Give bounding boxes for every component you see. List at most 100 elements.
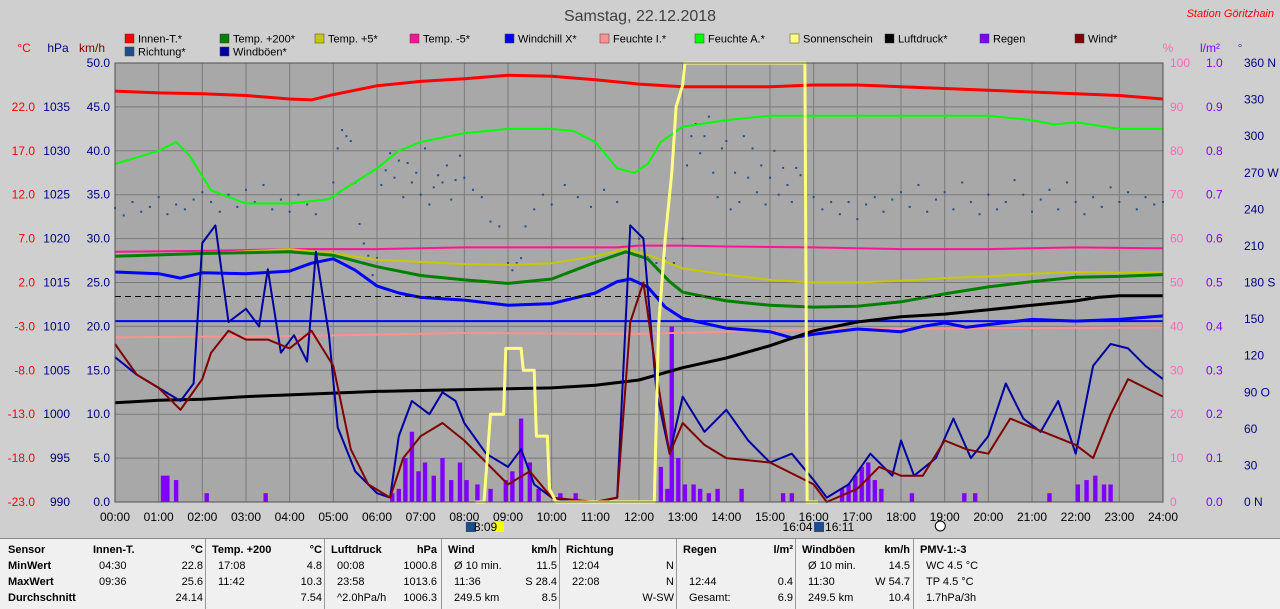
direction-point [873,196,876,199]
direction-point [541,193,544,196]
tick-hpa: 1035 [43,100,70,114]
tick-rain: 0.8 [1206,144,1223,158]
tick-rain: 0.7 [1206,188,1223,202]
direction-point [882,210,885,213]
tick-percent: 0 [1170,495,1177,509]
stats-cell-time: Ø 10 min. [454,560,502,572]
direction-point [891,198,894,201]
rain-bar [691,484,696,502]
tick-celsius: 2.0 [18,276,35,290]
direction-point [847,201,850,204]
x-tick-label: 05:00 [318,510,348,524]
stats-cell-value: 10.4 [888,592,910,604]
x-tick-label: 11:00 [581,510,610,524]
rain-bar [780,493,786,502]
tick-kmh: 35.0 [87,188,111,202]
sunset-icon [814,522,825,532]
stats-header-6: Windböen [802,544,856,556]
legend-label: Innen-T.* [138,34,183,46]
direction-point [1109,186,1112,189]
stats-unit-1: °C [309,544,322,556]
rain-bar [676,458,681,502]
rain-bar [160,475,170,502]
stats-cell-value: 0.4 [777,576,793,588]
tick-rain: 0.3 [1206,363,1223,377]
direction-point [345,135,348,138]
series-line-innen-t [114,73,1164,102]
direction-point [148,205,151,208]
series-line-temp-5 [114,244,1164,253]
direction-point [1153,203,1156,206]
direction-point [397,159,400,162]
tick-hpa: 1015 [43,276,70,290]
tick-celsius: -3.0 [14,319,35,333]
tick-hpa: 1030 [43,144,70,158]
legend-swatch [504,33,515,44]
direction-point [799,174,802,177]
direction-point [511,269,514,272]
stats-header-0: Innen-T. [93,544,135,556]
rain-bar [573,493,578,502]
tick-hpa: 1010 [43,319,70,333]
direction-point [908,205,911,208]
direction-point [576,196,579,199]
direction-point [1057,208,1060,211]
legend-swatch [979,33,990,44]
tick-direction: 30 [1244,458,1258,472]
unit-celsius-header: °C [17,41,31,55]
x-tick-label: 01:00 [144,510,174,524]
tick-celsius: -18.0 [8,451,36,465]
direction-point [812,196,815,199]
rain-bar [536,488,541,502]
direction-point [515,261,518,264]
direction-point [795,166,798,169]
tick-percent: 40 [1170,319,1184,333]
direction-point [1013,179,1016,182]
direction-point [376,257,378,260]
rain-bar [475,484,480,502]
rain-bar [872,480,877,502]
stats-separator [205,539,206,609]
legend: Innen-T.*Richtung* Temp. +200*Windböen* Te… [124,33,1118,59]
sunrise-icon [465,522,476,532]
direction-point [507,261,509,264]
rain-bar [1093,475,1098,502]
axes: 22.0 17.0 12.0 7.0 2.0 -3.0 -8.0 -13.0 -18.0 -23.… [8,56,1280,534]
tick-kmh: 45.0 [87,100,111,114]
legend-label: Sonnenschein [803,34,873,46]
rain-bar [263,493,268,502]
direction-point [1127,191,1130,194]
tick-kmh: 0.0 [93,495,110,509]
tick-direction: 60 [1244,422,1258,436]
direction-point [655,261,658,264]
direction-point [1135,208,1138,211]
direction-point [245,188,247,191]
rain-bar [396,488,402,502]
tick-percent: 90 [1170,100,1184,114]
tick-celsius: -8.0 [14,363,35,377]
stats-cell-value: 22.8 [181,560,203,572]
rain-bar [457,462,463,502]
tick-direction: 90 O [1244,385,1270,399]
stats-cell-value: 1000.8 [403,560,437,572]
x-tick-label: 13:00 [668,510,698,524]
rain-bar [658,466,664,502]
direction-point [192,198,195,201]
tick-rain: 0.1 [1206,451,1223,465]
rain-bar [390,493,395,502]
direction-point [140,210,143,213]
direction-point [699,152,702,155]
direction-point [279,198,282,201]
direction-point [686,164,689,167]
direction-point [672,261,675,264]
direction-point [782,166,785,169]
moon-icon [934,520,946,532]
direction-point [738,201,741,204]
tick-celsius: -23.0 [8,495,36,509]
tick-hpa: 1020 [43,232,70,246]
stats-cell-value: 11.5 [536,560,557,572]
direction-point [1074,201,1077,204]
direction-point [734,171,737,174]
x-tick-label: 02:00 [187,510,217,524]
legend-swatch [219,33,230,44]
